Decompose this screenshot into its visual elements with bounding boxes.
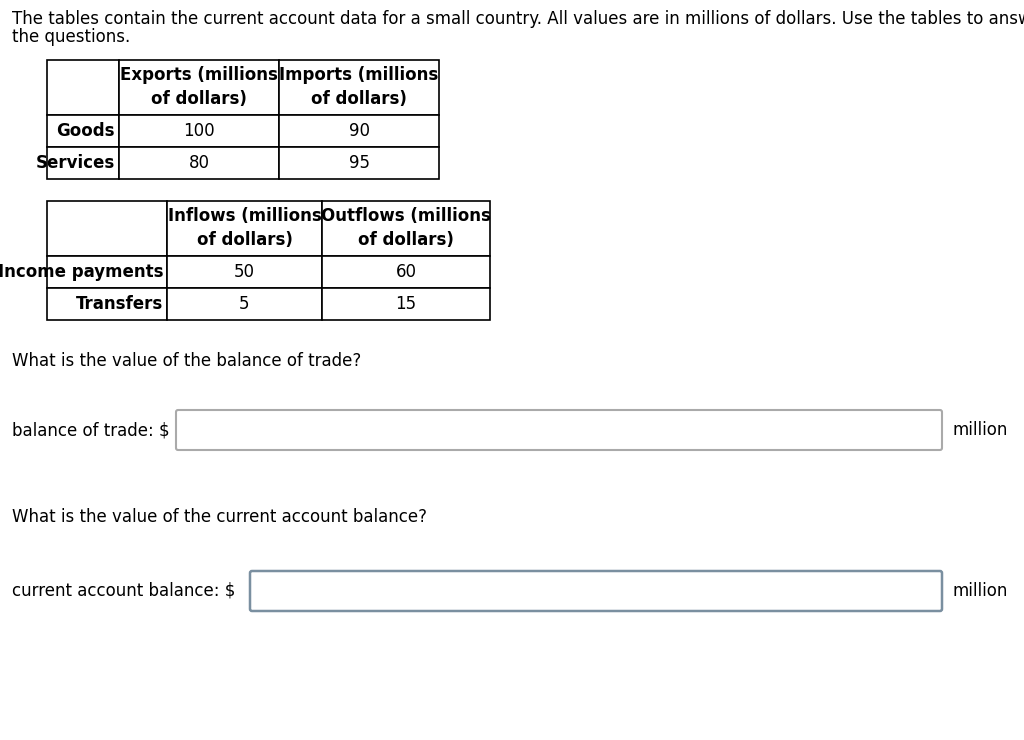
Text: Income payments: Income payments [0,263,163,281]
Text: Outflows (millions
of dollars): Outflows (millions of dollars) [322,207,490,249]
Text: 90: 90 [348,122,370,140]
Text: million: million [952,582,1008,600]
Text: Exports (millions
of dollars): Exports (millions of dollars) [120,66,278,107]
Bar [322,201,490,256]
Bar [47,288,167,320]
Bar [322,288,490,320]
Bar [47,201,167,256]
Text: Services: Services [36,154,115,172]
Text: 15: 15 [395,295,417,313]
Text: 50: 50 [234,263,255,281]
Bar [119,115,279,147]
Bar [167,288,322,320]
Text: Imports (millions
of dollars): Imports (millions of dollars) [280,66,438,107]
Bar [47,60,119,115]
Bar [47,147,119,179]
Text: current account balance: $: current account balance: $ [12,582,236,600]
Bar [322,256,490,288]
Bar [119,147,279,179]
Bar [119,60,279,115]
Text: 5: 5 [240,295,250,313]
Text: 80: 80 [188,154,210,172]
Text: million: million [952,421,1008,439]
Text: What is the value of the current account balance?: What is the value of the current account… [12,508,427,526]
Text: 60: 60 [395,263,417,281]
FancyBboxPatch shape [250,571,942,611]
Text: Goods: Goods [56,122,115,140]
Text: the questions.: the questions. [12,28,130,46]
Bar [47,256,167,288]
Text: Inflows (millions
of dollars): Inflows (millions of dollars) [168,207,322,249]
Bar [279,115,439,147]
Text: Transfers: Transfers [76,295,163,313]
Text: balance of trade: $: balance of trade: $ [12,421,170,439]
Bar [279,60,439,115]
Bar [279,147,439,179]
Bar [167,256,322,288]
FancyBboxPatch shape [176,410,942,450]
Bar [167,201,322,256]
Text: What is the value of the balance of trade?: What is the value of the balance of trad… [12,352,361,370]
Text: 95: 95 [348,154,370,172]
Text: 100: 100 [183,122,215,140]
Bar [47,115,119,147]
Text: The tables contain the current account data for a small country. All values are : The tables contain the current account d… [12,10,1024,28]
